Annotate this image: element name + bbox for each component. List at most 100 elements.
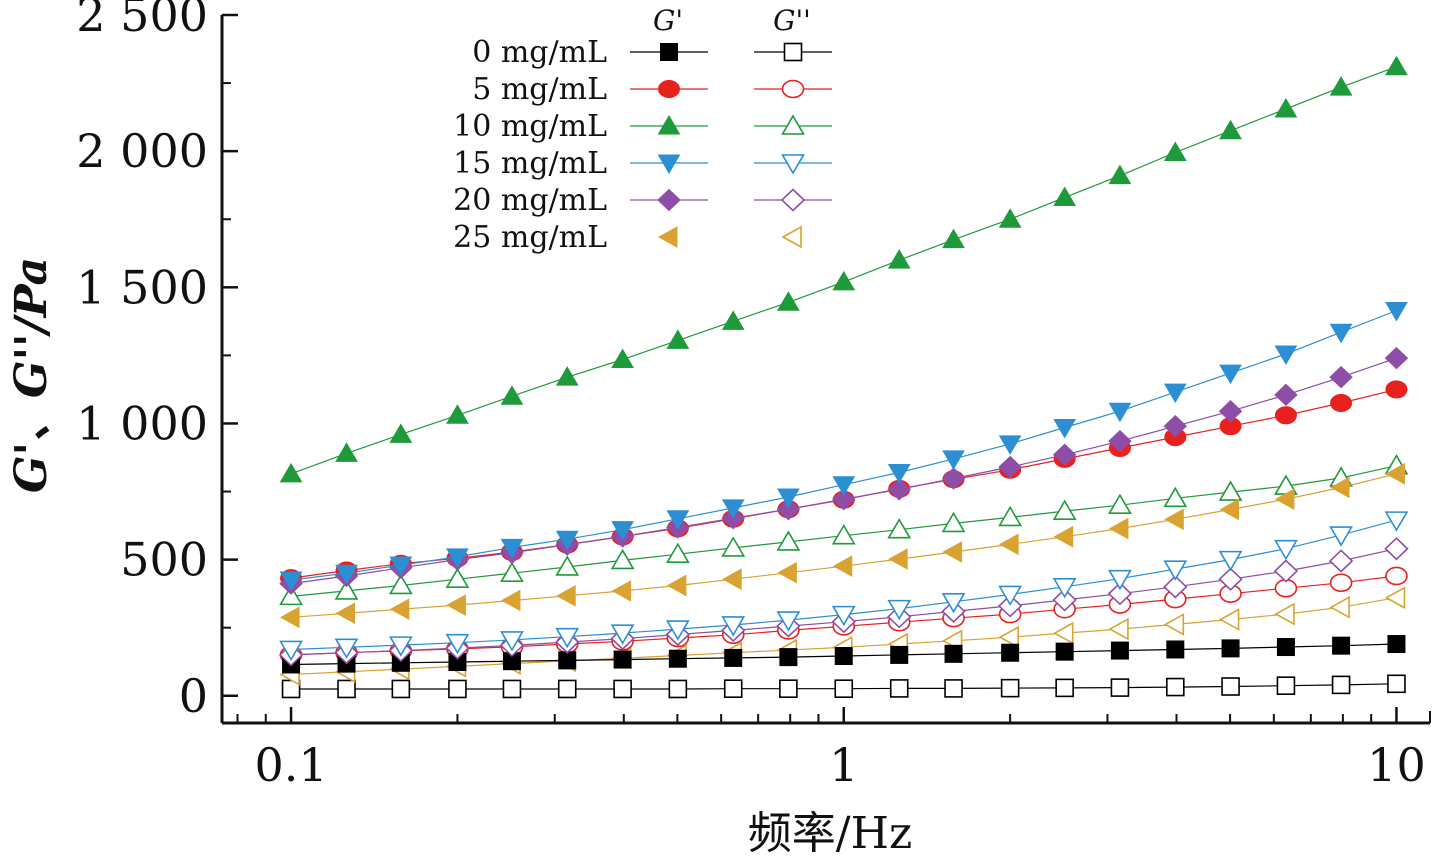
data-point-20mg-storage-10: [832, 487, 856, 511]
data-point-15mg-loss-4: [500, 631, 524, 652]
data-point-0mg-loss-12: [944, 679, 963, 698]
data-point-0mg-storage-17: [1221, 639, 1240, 658]
data-point-20mg-storage-13: [998, 455, 1022, 479]
data-point-15mg-storage-14: [1053, 419, 1077, 439]
data-point-15mg-storage-10: [832, 476, 856, 496]
data-point-20mg-storage-18: [1274, 383, 1298, 407]
data-point-0mg-storage-5: [558, 651, 577, 670]
data-point-25mg-storage-9: [777, 561, 797, 584]
data-point-10mg-loss-7: [665, 542, 690, 563]
data-point-15mg-storage-8: [721, 499, 745, 519]
data-point-20mg-loss-16: [1163, 575, 1188, 599]
data-point-0mg-loss-14: [1055, 678, 1074, 698]
data-point-20mg-loss-14: [1052, 588, 1077, 612]
data-point-0mg-loss-9: [779, 679, 798, 698]
legend-entry: 0 mg/mL: [472, 35, 832, 70]
data-point-25mg-loss-20: [1384, 586, 1406, 610]
data-point-25mg-loss-18: [1274, 602, 1295, 626]
legend-entry: 5 mg/mL: [472, 72, 832, 107]
data-point-10mg-loss-5: [555, 555, 580, 576]
data-point-0mg-storage-19: [1332, 636, 1351, 655]
legend-label: 25 mg/mL: [453, 220, 607, 255]
data-point-0mg-storage-20: [1387, 635, 1406, 654]
series-25mg-storage: [280, 462, 1405, 629]
data-point-0mg-storage-18: [1276, 638, 1295, 657]
data-point-20mg-storage-19: [1329, 365, 1353, 389]
data-point-15mg-loss-2: [388, 636, 413, 657]
data-point-15mg-loss-0: [279, 640, 303, 662]
legend-marker-storage: [657, 115, 681, 135]
data-point-25mg-storage-0: [280, 606, 300, 629]
series-0mg-storage: [282, 635, 1406, 674]
legend-marker-loss: [780, 188, 806, 212]
data-point-15mg-loss-12: [941, 593, 966, 614]
data-point-0mg-storage-12: [944, 644, 963, 663]
data-point-10mg-loss-1: [334, 579, 359, 600]
data-point-25mg-storage-3: [446, 594, 466, 616]
series-10mg-loss: [279, 454, 1409, 606]
data-point-25mg-loss-19: [1329, 595, 1350, 619]
data-point-15mg-storage-17: [1219, 364, 1242, 385]
data-point-10mg-storage-0: [279, 462, 303, 483]
y-tick-label: 0: [179, 669, 208, 723]
data-point-25mg-storage-18: [1274, 488, 1295, 511]
data-point-25mg-storage-10: [832, 555, 853, 578]
data-point-0mg-storage-13: [1001, 643, 1020, 662]
data-point-10mg-storage-3: [446, 404, 469, 424]
data-point-15mg-loss-7: [665, 620, 690, 641]
data-point-15mg-storage-19: [1329, 323, 1353, 344]
data-point-10mg-storage-18: [1274, 97, 1298, 118]
series-15mg-loss: [279, 511, 1409, 662]
data-point-25mg-storage-19: [1330, 476, 1350, 499]
data-point-0mg-loss-4: [502, 679, 522, 699]
legend-entry: 25 mg/mL: [453, 220, 802, 255]
legend-label: 0 mg/mL: [472, 35, 607, 70]
data-point-10mg-storage-13: [998, 208, 1022, 228]
data-point-0mg-loss-7: [668, 679, 688, 699]
data-point-10mg-loss-10: [831, 524, 856, 545]
data-point-10mg-storage-9: [777, 291, 800, 311]
legend-header-loss: G'': [773, 4, 811, 37]
legend-marker-loss: [781, 79, 805, 99]
data-point-15mg-loss-13: [998, 585, 1023, 607]
data-point-25mg-loss-14: [1053, 621, 1074, 645]
data-point-10mg-storage-19: [1329, 76, 1353, 96]
data-point-25mg-storage-14: [1053, 525, 1074, 548]
legend-marker-storage: [657, 154, 681, 174]
data-point-10mg-loss-9: [776, 530, 801, 551]
data-point-10mg-storage-1: [335, 442, 358, 462]
data-point-15mg-storage-9: [777, 488, 800, 508]
legend-entry: 10 mg/mL: [453, 109, 832, 144]
series-0mg-loss: [281, 674, 1406, 699]
data-point-10mg-storage-12: [942, 228, 965, 249]
data-point-10mg-storage-10: [832, 270, 856, 291]
legend-marker-storage: [657, 188, 681, 212]
legend-marker-storage: [660, 43, 678, 61]
data-point-0mg-loss-8: [723, 679, 743, 698]
data-point-10mg-storage-7: [666, 329, 690, 349]
data-point-5mg-storage-19: [1330, 394, 1353, 413]
data-point-15mg-storage-0: [279, 571, 303, 592]
legend-marker-loss: [781, 225, 802, 249]
legend-marker-storage: [657, 226, 678, 248]
data-point-20mg-storage-17: [1218, 400, 1243, 423]
x-tick-label: 10: [1367, 738, 1426, 792]
data-point-0mg-storage-11: [890, 645, 909, 664]
legend-label: 10 mg/mL: [453, 109, 607, 144]
data-point-20mg-storage-12: [941, 467, 966, 490]
data-point-15mg-loss-9: [776, 611, 801, 632]
data-point-10mg-storage-6: [611, 348, 634, 368]
series-15mg-storage: [279, 301, 1408, 592]
data-point-15mg-storage-16: [1163, 383, 1187, 404]
legend-marker-storage: [658, 80, 680, 98]
series-layer: [278, 55, 1409, 699]
data-point-25mg-storage-8: [722, 568, 742, 591]
data-point-10mg-storage-8: [721, 310, 745, 330]
data-point-15mg-loss-20: [1384, 511, 1409, 532]
data-point-20mg-storage-15: [1108, 429, 1132, 453]
data-point-15mg-loss-19: [1329, 526, 1353, 547]
data-point-10mg-loss-4: [500, 561, 524, 583]
legend-label: 15 mg/mL: [453, 146, 607, 181]
